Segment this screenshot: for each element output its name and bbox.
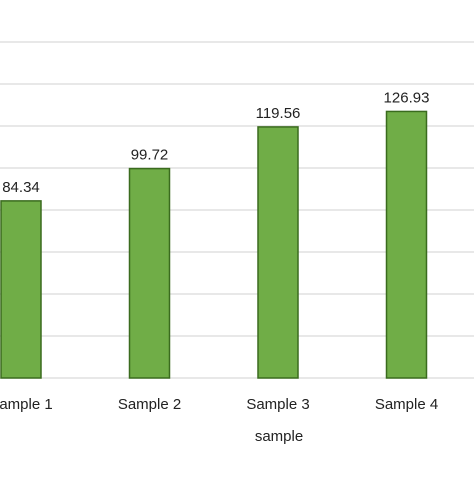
data-labels: 84.34 99.72 119.56 126.93 <box>2 89 429 195</box>
data-label: 99.72 <box>131 147 169 164</box>
x-tick-labels: Sample 1 Sample 2 Sample 3 Sample 4 <box>0 396 438 413</box>
x-axis-title: sample <box>255 428 303 445</box>
bar-sample-2 <box>128 167 171 379</box>
bar-sample-3 <box>257 126 299 379</box>
data-label: 84.34 <box>2 179 40 196</box>
x-tick-label: Sample 1 <box>0 396 53 413</box>
x-tick-label: Sample 3 <box>246 396 309 413</box>
data-label: 119.56 <box>256 105 301 122</box>
bar-sample-4 <box>385 110 428 379</box>
gridlines <box>0 41 474 379</box>
bars <box>0 110 428 379</box>
data-label: 126.93 <box>384 89 430 106</box>
x-tick-label: Sample 4 <box>375 396 438 413</box>
x-tick-label: Sample 2 <box>118 396 181 413</box>
bar-sample-1 <box>0 200 42 379</box>
